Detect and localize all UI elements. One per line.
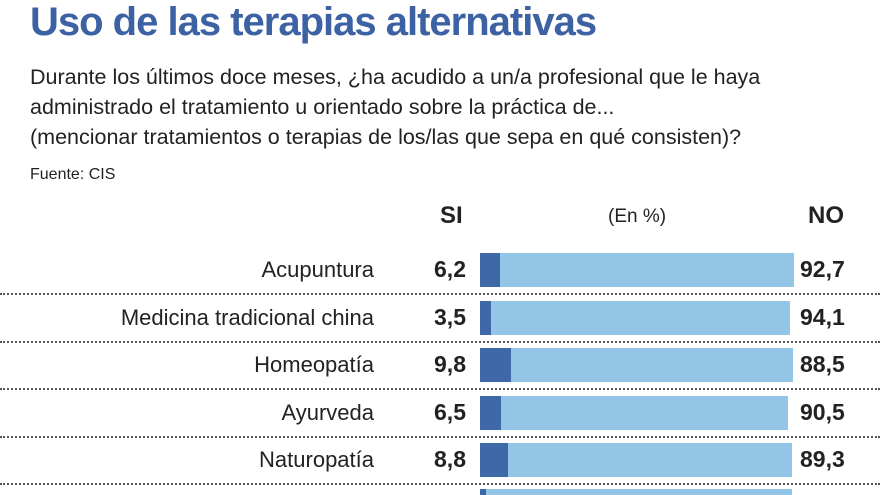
bar-row: Acupuntura 6,2 92,7 <box>0 253 880 296</box>
no-value-label: 90,5 <box>800 398 845 425</box>
question-line: administrado el tratamiento u orientado … <box>30 95 615 119</box>
row-separator <box>0 483 880 485</box>
category-label: Acupuntura <box>261 257 374 282</box>
si-bar <box>480 443 508 477</box>
si-value-label: 8,8 <box>434 446 466 472</box>
bar-row: Homeopatía 9,8 88,5 <box>0 348 880 391</box>
category-label: Medicina tradicional china <box>120 304 374 330</box>
question-line: (mencionar tratamientos o terapias de lo… <box>30 125 742 149</box>
no-value-label: 92,7 <box>800 256 845 282</box>
partial-bar-no <box>486 489 792 495</box>
row-separator <box>0 293 880 295</box>
category-label: Naturopatía <box>259 447 374 472</box>
si-bar <box>480 300 492 335</box>
row-separator <box>0 435 880 438</box>
bar-row: Ayurveda 6,5 90,5 <box>0 395 880 439</box>
si-bar <box>480 253 500 287</box>
no-bar <box>491 300 791 335</box>
si-header: SI <box>440 202 463 229</box>
si-bar <box>480 395 501 430</box>
category-label: Homeopatía <box>254 352 374 377</box>
unit-label: (En %) <box>608 206 667 227</box>
no-value-label: 94,1 <box>800 303 845 330</box>
no-bar <box>500 395 789 430</box>
no-bar <box>507 443 792 477</box>
partial-bar-si <box>480 489 486 495</box>
source-note: Fuente: CIS <box>30 166 116 183</box>
no-bar <box>511 348 793 382</box>
si-value-label: 9,8 <box>434 351 466 377</box>
si-bar <box>480 348 512 382</box>
bar-row: Medicina tradicional china 3,5 94,1 <box>0 300 880 344</box>
si-value-label: 3,5 <box>434 303 466 330</box>
row-separator <box>0 340 880 343</box>
chart-question: Durante los últimos doce meses, ¿ha acud… <box>30 62 760 152</box>
no-header: NO <box>808 202 844 229</box>
category-label: Ayurveda <box>281 399 374 425</box>
question-line: Durante los últimos doce meses, ¿ha acud… <box>30 65 761 89</box>
chart-title: Uso de las terapias alternativas <box>30 0 597 44</box>
no-value-label: 88,5 <box>800 351 845 377</box>
si-value-label: 6,5 <box>434 398 466 425</box>
bar-row: Naturopatía 8,8 89,3 <box>0 443 880 486</box>
si-value-label: 6,2 <box>434 256 466 282</box>
no-value-label: 89,3 <box>800 446 845 472</box>
no-bar <box>499 253 795 287</box>
row-separator <box>0 388 880 390</box>
